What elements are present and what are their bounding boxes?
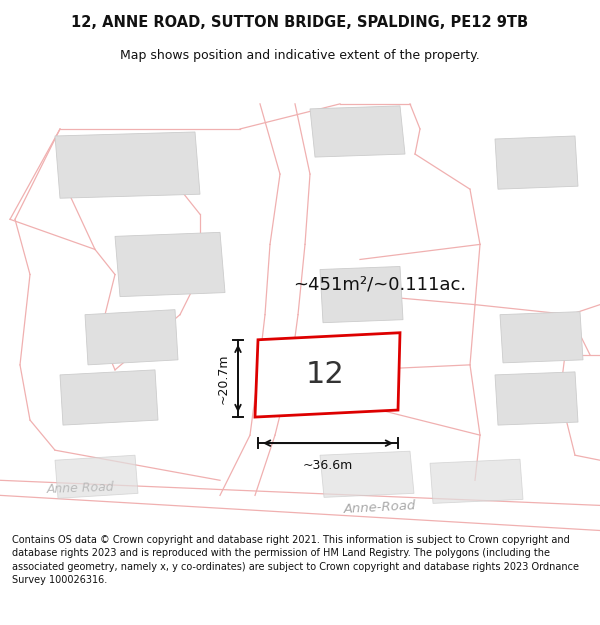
Polygon shape	[320, 266, 403, 322]
Polygon shape	[430, 459, 523, 503]
Polygon shape	[310, 337, 378, 393]
Text: 12: 12	[305, 361, 344, 389]
Text: ~451m²/~0.111ac.: ~451m²/~0.111ac.	[293, 276, 467, 294]
Polygon shape	[500, 312, 583, 363]
Polygon shape	[55, 455, 138, 498]
Text: Anne Road: Anne Road	[267, 352, 289, 418]
Polygon shape	[320, 451, 414, 498]
Text: Anne-Road: Anne-Road	[343, 499, 416, 516]
Text: Map shows position and indicative extent of the property.: Map shows position and indicative extent…	[120, 49, 480, 62]
Text: 12, ANNE ROAD, SUTTON BRIDGE, SPALDING, PE12 9TB: 12, ANNE ROAD, SUTTON BRIDGE, SPALDING, …	[71, 14, 529, 29]
Text: ~20.7m: ~20.7m	[217, 353, 230, 404]
Text: ~36.6m: ~36.6m	[303, 459, 353, 472]
Polygon shape	[55, 132, 200, 198]
Text: Anne Road: Anne Road	[46, 481, 114, 496]
Polygon shape	[60, 370, 158, 425]
Text: Contains OS data © Crown copyright and database right 2021. This information is : Contains OS data © Crown copyright and d…	[12, 535, 579, 585]
Polygon shape	[495, 372, 578, 425]
Polygon shape	[495, 136, 578, 189]
Polygon shape	[310, 106, 405, 157]
Polygon shape	[255, 332, 400, 417]
Polygon shape	[85, 309, 178, 365]
Polygon shape	[115, 232, 225, 297]
